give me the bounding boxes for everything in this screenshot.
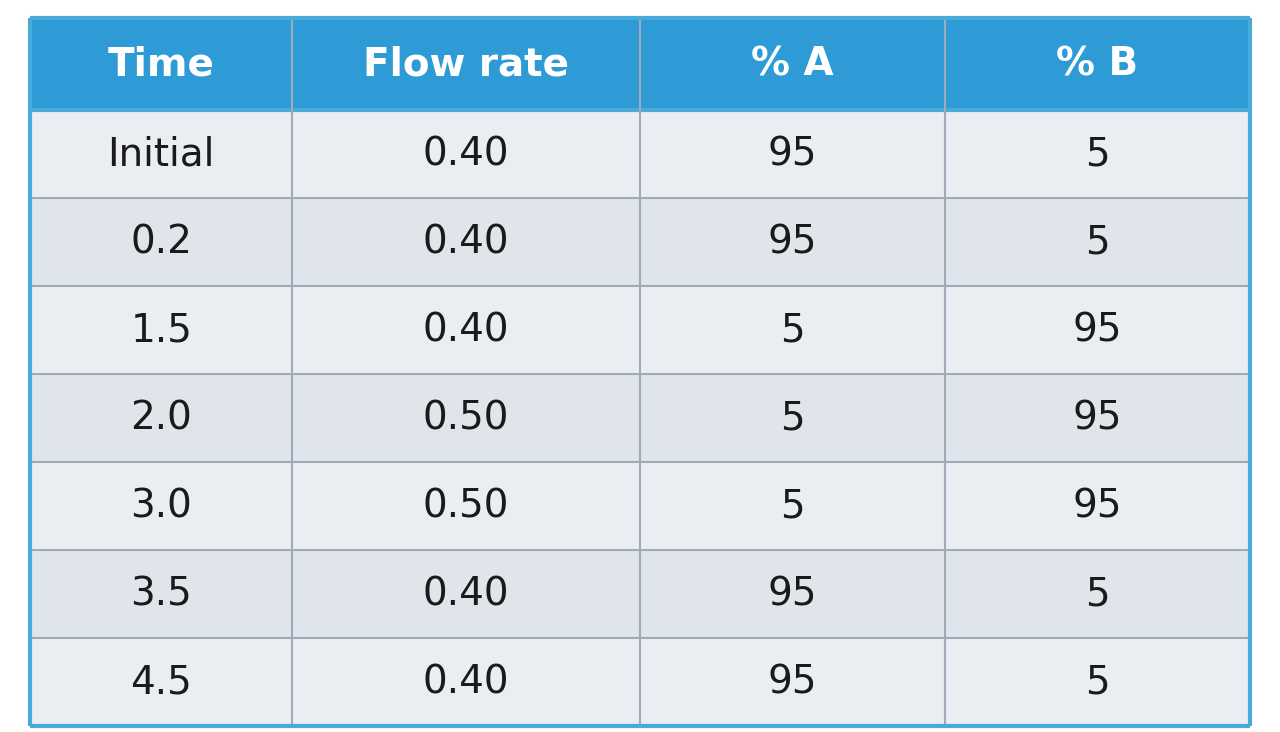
Text: 5: 5 <box>1085 575 1110 613</box>
Bar <box>945 638 1251 726</box>
Bar <box>292 374 640 462</box>
Bar <box>945 286 1251 374</box>
Bar <box>945 550 1251 638</box>
Text: 0.40: 0.40 <box>422 223 509 261</box>
Bar <box>640 462 945 550</box>
Bar <box>640 638 945 726</box>
Text: 5: 5 <box>781 311 805 349</box>
Text: 0.40: 0.40 <box>422 135 509 173</box>
Bar <box>945 110 1251 198</box>
Text: 4.5: 4.5 <box>131 663 192 701</box>
Bar <box>29 110 292 198</box>
Text: 95: 95 <box>1073 399 1123 437</box>
Text: 0.40: 0.40 <box>422 663 509 701</box>
Bar <box>29 374 292 462</box>
Text: % B: % B <box>1056 45 1139 83</box>
Text: % A: % A <box>751 45 833 83</box>
Bar <box>292 110 640 198</box>
Text: 2.0: 2.0 <box>131 399 192 437</box>
Text: 0.2: 0.2 <box>131 223 192 261</box>
Bar <box>292 638 640 726</box>
Bar <box>945 462 1251 550</box>
Bar <box>640 18 945 110</box>
Bar <box>29 462 292 550</box>
Text: 5: 5 <box>781 399 805 437</box>
Bar <box>945 198 1251 286</box>
Text: 95: 95 <box>768 135 817 173</box>
Bar <box>945 18 1251 110</box>
Bar <box>292 18 640 110</box>
Text: 0.40: 0.40 <box>422 311 509 349</box>
Text: 95: 95 <box>1073 487 1123 525</box>
Bar <box>640 286 945 374</box>
Bar <box>29 638 292 726</box>
Bar <box>29 550 292 638</box>
Text: 5: 5 <box>1085 135 1110 173</box>
Text: 0.40: 0.40 <box>422 575 509 613</box>
Bar <box>640 550 945 638</box>
Bar <box>640 110 945 198</box>
Text: 95: 95 <box>768 663 817 701</box>
Text: 95: 95 <box>768 575 817 613</box>
Text: Flow rate: Flow rate <box>364 45 570 83</box>
Bar <box>640 374 945 462</box>
Bar <box>292 550 640 638</box>
Text: Time: Time <box>108 45 215 83</box>
Bar <box>29 18 292 110</box>
Bar <box>945 374 1251 462</box>
Bar <box>292 462 640 550</box>
Bar <box>29 286 292 374</box>
Text: 3.0: 3.0 <box>131 487 192 525</box>
Text: 1.5: 1.5 <box>131 311 192 349</box>
Text: 95: 95 <box>1073 311 1123 349</box>
Text: Initial: Initial <box>108 135 215 173</box>
Bar <box>292 198 640 286</box>
Text: 95: 95 <box>768 223 817 261</box>
Text: 5: 5 <box>781 487 805 525</box>
Bar <box>29 198 292 286</box>
Text: 0.50: 0.50 <box>422 399 509 437</box>
Bar <box>292 286 640 374</box>
Text: 5: 5 <box>1085 663 1110 701</box>
Text: 0.50: 0.50 <box>422 487 509 525</box>
Text: 3.5: 3.5 <box>131 575 192 613</box>
Text: 5: 5 <box>1085 223 1110 261</box>
Bar <box>640 198 945 286</box>
